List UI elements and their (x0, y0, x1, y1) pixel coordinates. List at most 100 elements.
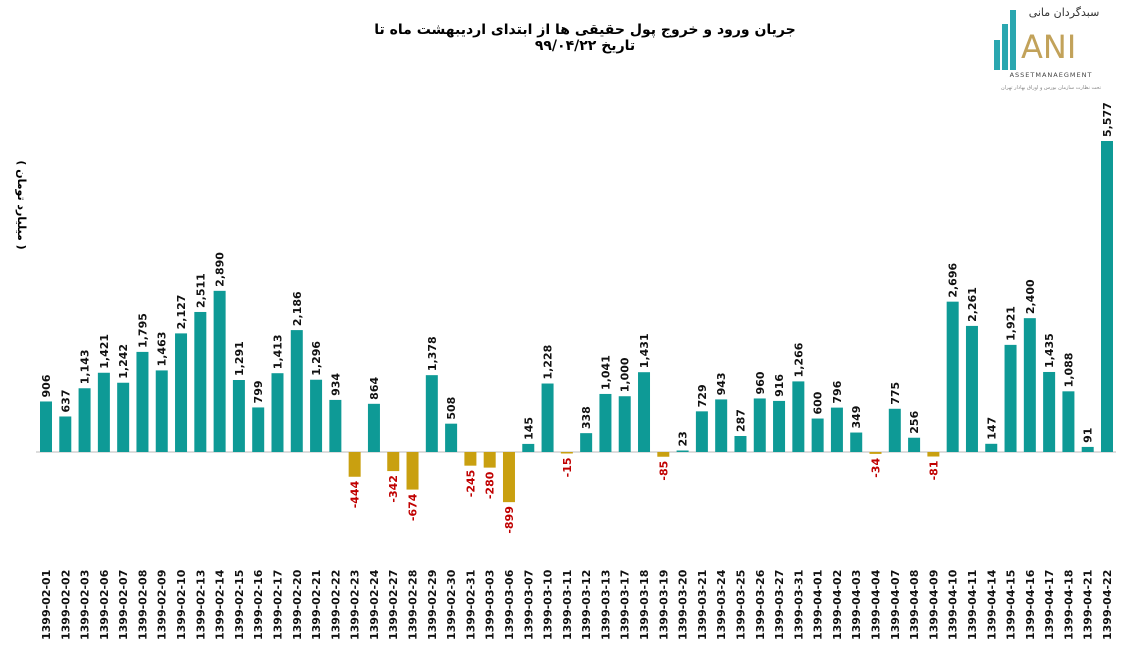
bar (252, 407, 265, 452)
x-tick-label: 1399-02-03 (79, 570, 92, 640)
x-tick-label: 1399-02-17 (271, 570, 284, 640)
bar (387, 452, 400, 472)
data-label: 23 (677, 431, 690, 446)
data-label: 799 (252, 380, 265, 403)
x-tick-label: 1399-04-04 (870, 569, 883, 640)
data-label: 338 (580, 406, 593, 429)
x-tick-label: 1399-03-18 (638, 570, 651, 640)
data-label: 864 (368, 377, 381, 400)
data-label: -444 (349, 480, 362, 508)
x-tick-label: 1399-04-21 (1082, 570, 1095, 640)
data-label: 729 (696, 384, 709, 407)
bar (1004, 344, 1017, 452)
x-tick-label: 1399-04-08 (908, 570, 921, 640)
bar (695, 411, 708, 452)
bar (965, 325, 978, 452)
data-label: 1,228 (542, 345, 555, 380)
data-label: 349 (850, 406, 863, 429)
bar (406, 452, 419, 490)
bar (117, 382, 130, 452)
x-tick-label: 1399-02-15 (233, 570, 246, 640)
logo-fa: سبدگردان مانی (1029, 6, 1100, 19)
x-tick-label: 1399-04-10 (947, 569, 960, 640)
bar (483, 452, 496, 468)
data-label: 1,242 (117, 344, 130, 379)
bar (580, 433, 593, 452)
bar (425, 375, 438, 452)
x-tick-label: 1399-04-14 (985, 569, 998, 640)
bar (232, 380, 245, 452)
data-label: 1,413 (271, 334, 284, 369)
data-label: 1,088 (1062, 353, 1075, 388)
data-label: 1,431 (638, 333, 651, 368)
x-tick-label: 1399-04-16 (1024, 569, 1037, 640)
x-tick-label: 1399-03-20 (677, 569, 690, 640)
x-tick-label: 1399-03-27 (773, 570, 786, 640)
x-tick-label: 1399-02-09 (156, 570, 169, 640)
x-tick-label: 1399-02-28 (407, 570, 420, 640)
data-label: -899 (503, 506, 516, 534)
bar (888, 408, 901, 452)
bar (811, 418, 824, 452)
x-tick-label: 1399-04-02 (831, 570, 844, 640)
data-label: 1,296 (310, 341, 323, 376)
data-label: 287 (734, 409, 747, 432)
data-label: 1,421 (98, 334, 111, 369)
x-tick-label: 1399-03-17 (619, 570, 632, 640)
bar (715, 399, 728, 452)
x-tick-label: 1399-02-08 (136, 570, 149, 640)
bar (927, 452, 940, 457)
bar (1023, 318, 1036, 452)
x-tick-label: 1399-02-29 (426, 570, 439, 640)
data-label: 1,143 (79, 349, 92, 384)
data-label: 145 (522, 417, 535, 440)
data-label: 5,577 (1101, 102, 1114, 137)
data-label: 256 (908, 410, 921, 433)
x-tick-label: 1399-03-07 (522, 570, 535, 640)
x-tick-label: 1399-03-11 (561, 570, 574, 640)
bar (502, 452, 515, 503)
x-tick-label: 1399-02-20 (291, 569, 304, 640)
data-label: -34 (870, 458, 883, 478)
data-label: 1,795 (136, 313, 149, 348)
logo-tagline: تحت نظارت سازمان بورس و اوراق بهادار تهر… (1001, 85, 1102, 91)
data-label: 1,291 (233, 341, 246, 376)
logo-sub: ASSETMANAEGMENT (1010, 71, 1093, 79)
data-label: 796 (831, 380, 844, 403)
bar (310, 379, 323, 452)
x-tick-label: 1399-02-14 (214, 569, 227, 640)
bar (753, 398, 766, 452)
x-tick-label: 1399-03-24 (715, 569, 728, 640)
bar (78, 388, 91, 452)
bar (175, 333, 188, 452)
data-label: 600 (812, 391, 825, 414)
data-label: 2,400 (1024, 279, 1037, 314)
x-tick-label: 1399-02-01 (40, 570, 53, 640)
bar (676, 450, 689, 452)
bar (1062, 391, 1075, 452)
x-tick-label: 1399-03-12 (580, 570, 593, 640)
x-tick-label: 1399-04-09 (927, 570, 940, 640)
bar (792, 381, 805, 452)
bar (830, 407, 843, 452)
bar (618, 396, 631, 452)
bar (329, 399, 342, 452)
x-tick-label: 1399-03-26 (754, 569, 767, 640)
bar (194, 311, 207, 452)
x-tick-label: 1399-04-17 (1043, 570, 1056, 640)
data-label: 906 (40, 374, 53, 397)
bar (657, 452, 670, 457)
bar (522, 443, 535, 452)
bar (850, 432, 863, 452)
x-tick-label: 1399-04-03 (850, 570, 863, 640)
logo-bar (1010, 10, 1016, 70)
data-label: 1,378 (426, 336, 439, 371)
bar (1101, 141, 1113, 452)
bar (560, 452, 573, 454)
bar (908, 437, 921, 452)
bar (136, 351, 149, 452)
bar (464, 452, 477, 466)
logo-bar (994, 40, 1000, 70)
